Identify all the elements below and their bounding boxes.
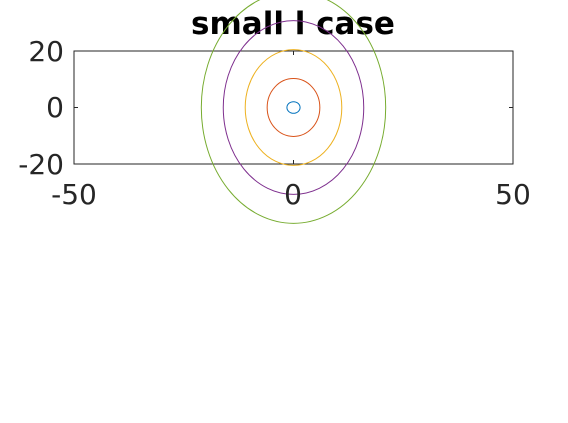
contour-level-1 <box>286 101 301 114</box>
x-tick-label-left: -50 <box>51 178 97 211</box>
contour-level-3 <box>244 49 343 166</box>
contour-level-5 <box>200 0 387 224</box>
contour-level-4 <box>222 20 365 195</box>
chart-title: small l case <box>191 6 395 42</box>
plot-axes-box <box>73 50 514 165</box>
x-tick-label-right: 50 <box>495 178 531 211</box>
y-tick-label-bottom: -20 <box>18 148 64 181</box>
y-tick-label-top: 20 <box>28 35 64 68</box>
y-tick-label-middle: 0 <box>46 91 64 124</box>
x-tick-label-center: 0 <box>284 178 302 211</box>
contour-level-2 <box>266 78 321 137</box>
